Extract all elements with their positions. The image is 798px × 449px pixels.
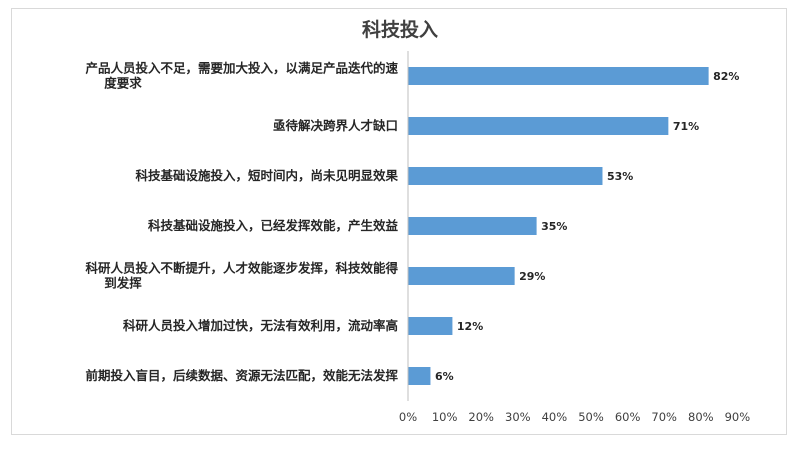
category-label: 度要求 — [104, 76, 142, 91]
category-label: 科研人员投入不断提升，人才效能逐步发挥，科技效能得 — [85, 261, 398, 276]
x-tick-label: 0% — [399, 410, 417, 424]
data-label: 35% — [541, 220, 567, 233]
data-label: 71% — [673, 120, 699, 133]
bar — [408, 67, 709, 85]
data-label: 82% — [713, 70, 739, 83]
bar — [408, 167, 603, 185]
data-label: 29% — [519, 270, 545, 283]
bar — [408, 367, 431, 385]
x-tick-label: 90% — [725, 410, 751, 424]
data-label: 6% — [435, 370, 454, 383]
category-label: 科技基础设施投入，已经发挥效能，产生效益 — [148, 218, 399, 233]
bar — [408, 267, 515, 285]
category-label: 到发挥 — [104, 276, 142, 291]
x-tick-label: 60% — [615, 410, 641, 424]
chart-title: 科技投入 — [361, 19, 438, 41]
bar — [408, 317, 453, 335]
category-label: 前期投入盲目，后续数据、资源无法匹配，效能无法发挥 — [85, 368, 398, 383]
category-label: 产品人员投入不足，需要加大投入，以满足产品迭代的速 — [85, 61, 398, 76]
category-label: 科技基础设施投入，短时间内，尚未见明显效果 — [135, 168, 398, 183]
bar — [408, 217, 537, 235]
category-label: 亟待解决跨界人才缺口 — [273, 118, 398, 133]
x-tick-label: 80% — [688, 410, 714, 424]
x-tick-label: 30% — [505, 410, 531, 424]
x-tick-label: 40% — [542, 410, 568, 424]
x-tick-label: 70% — [651, 410, 677, 424]
category-label: 科研人员投入增加过快，无法有效利用，流动率高 — [123, 318, 398, 333]
x-tick-label: 10% — [432, 410, 458, 424]
data-label: 53% — [607, 170, 633, 183]
x-tick-label: 20% — [468, 410, 494, 424]
x-tick-label: 50% — [578, 410, 604, 424]
bar — [408, 117, 669, 135]
chart-frame: 科技投入 82% 产品人员投入不足，需要加大投入，以满足产品迭代的速 度要求 71% 亟… — [11, 8, 787, 435]
data-label: 12% — [457, 320, 483, 333]
